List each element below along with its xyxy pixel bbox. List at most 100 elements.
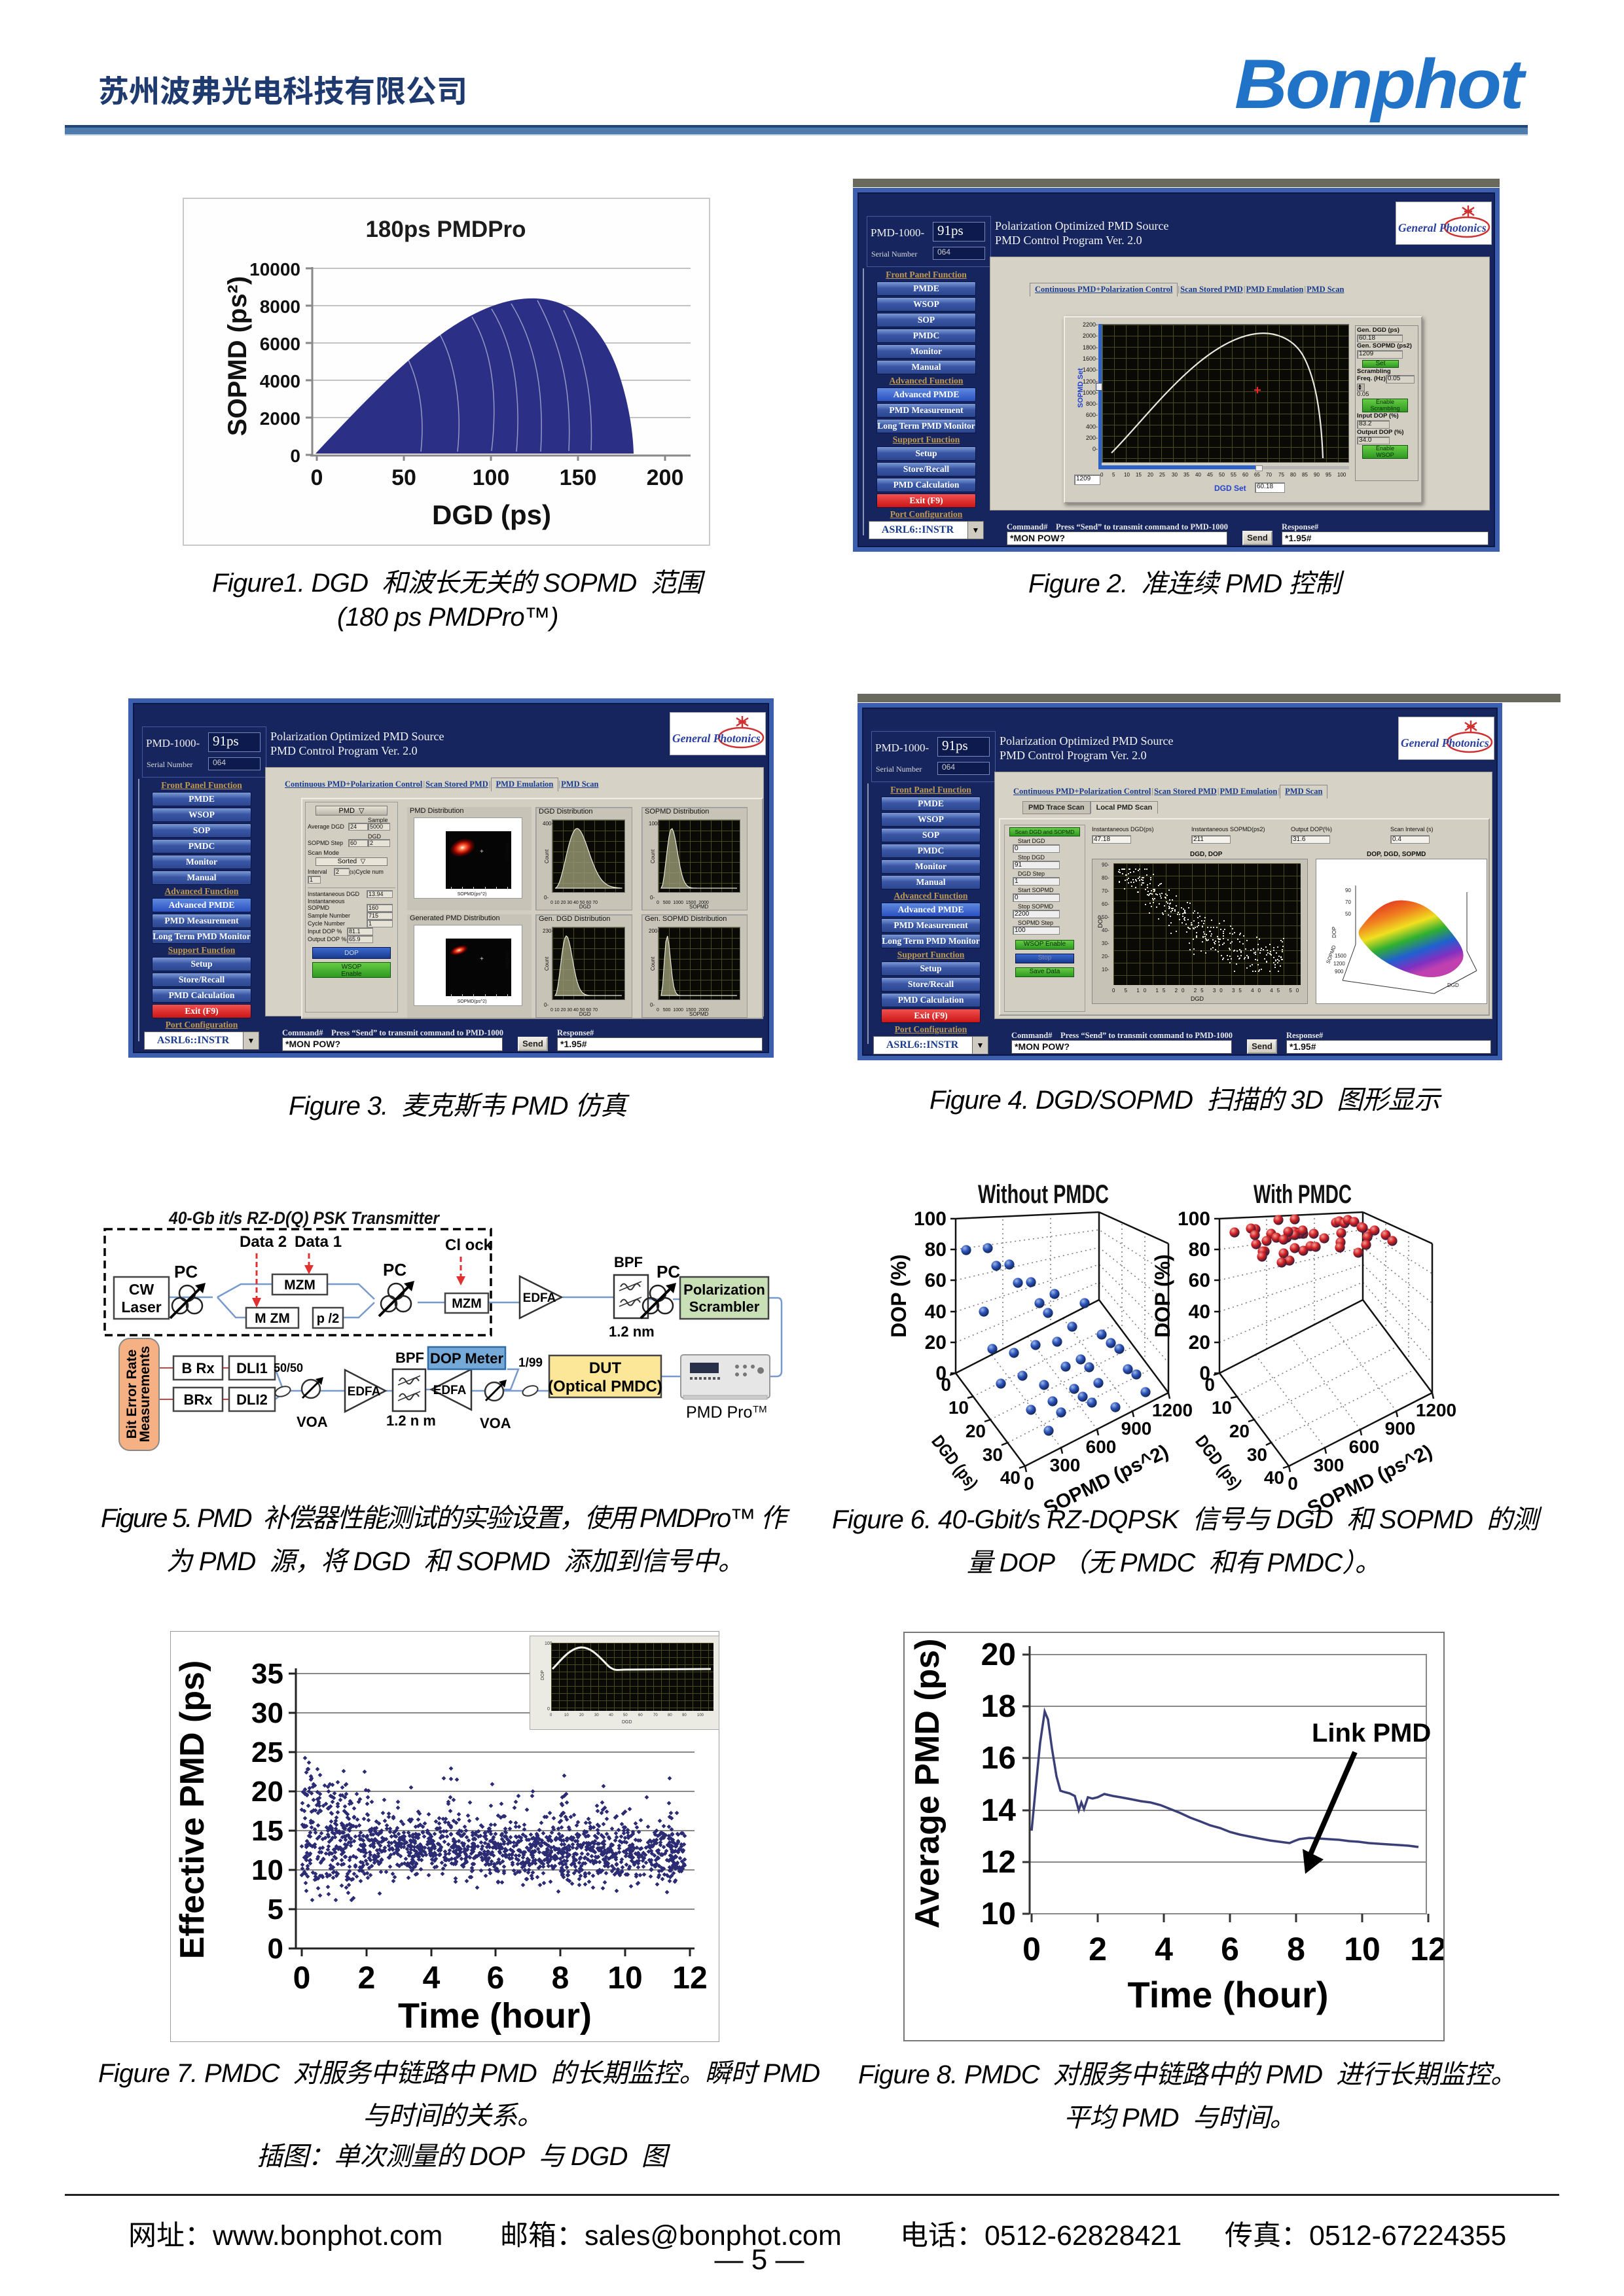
svg-text:BRx: BRx bbox=[183, 1391, 213, 1408]
svg-text:10: 10 bbox=[251, 1854, 283, 1886]
svg-text:20: 20 bbox=[981, 1638, 1016, 1672]
svg-text:DUT: DUT bbox=[589, 1359, 622, 1377]
svg-text:100: 100 bbox=[914, 1208, 947, 1230]
svg-text:50: 50 bbox=[1345, 911, 1351, 917]
svg-text:12: 12 bbox=[981, 1845, 1016, 1880]
svg-text:8: 8 bbox=[552, 1961, 569, 1996]
svg-text:PC: PC bbox=[383, 1260, 406, 1280]
svg-text:30: 30 bbox=[1247, 1444, 1267, 1465]
svg-text:0: 0 bbox=[1022, 1931, 1041, 1967]
svg-text:Polarization: Polarization bbox=[683, 1282, 765, 1298]
svg-text:40-Gb it/s RZ-D(Q) PSK Transmi: 40-Gb it/s RZ-D(Q) PSK Transmitter bbox=[168, 1208, 440, 1228]
svg-text:PC: PC bbox=[174, 1262, 198, 1282]
svg-text:0: 0 bbox=[941, 1374, 951, 1395]
svg-text:20: 20 bbox=[965, 1421, 986, 1441]
svg-text:SOPMD (ps²): SOPMD (ps²) bbox=[223, 276, 252, 436]
svg-text:50: 50 bbox=[391, 465, 416, 490]
svg-text:Without PMDC: Without PMDC bbox=[978, 1180, 1109, 1209]
svg-text:Effective PMD (ps): Effective PMD (ps) bbox=[173, 1660, 211, 1960]
svg-text:60: 60 bbox=[925, 1270, 947, 1291]
svg-text:12: 12 bbox=[1410, 1931, 1443, 1967]
svg-text:12: 12 bbox=[672, 1961, 707, 1996]
svg-text:10: 10 bbox=[981, 1897, 1016, 1931]
svg-text:600: 600 bbox=[1349, 1437, 1380, 1457]
svg-text:4: 4 bbox=[423, 1961, 441, 1996]
svg-text:1500: 1500 bbox=[1335, 953, 1346, 959]
svg-text:Data 2: Data 2 bbox=[240, 1233, 287, 1251]
svg-text:BPF: BPF bbox=[614, 1254, 643, 1270]
svg-text:1.2 n m: 1.2 n m bbox=[386, 1412, 436, 1429]
svg-text:6: 6 bbox=[487, 1961, 505, 1996]
svg-text:Data 1: Data 1 bbox=[295, 1233, 342, 1251]
svg-text:p /2: p /2 bbox=[317, 1312, 339, 1326]
svg-text:6: 6 bbox=[1221, 1931, 1239, 1967]
svg-text:General Photonics: General Photonics bbox=[672, 732, 761, 745]
svg-text:M ZM: M ZM bbox=[255, 1311, 290, 1326]
svg-text:VOA: VOA bbox=[480, 1415, 511, 1431]
svg-text:20: 20 bbox=[1189, 1332, 1210, 1354]
svg-text:PMD Pro: PMD Pro bbox=[686, 1403, 752, 1422]
svg-text:2000: 2000 bbox=[260, 408, 300, 429]
svg-text:PC: PC bbox=[657, 1262, 680, 1282]
svg-text:0: 0 bbox=[1024, 1473, 1034, 1494]
svg-text:80: 80 bbox=[925, 1239, 947, 1261]
svg-text:0: 0 bbox=[268, 1933, 283, 1965]
svg-text:300: 300 bbox=[1314, 1455, 1344, 1475]
svg-text:Cl ock: Cl ock bbox=[445, 1236, 493, 1254]
svg-text:30: 30 bbox=[983, 1444, 1003, 1465]
svg-text:20: 20 bbox=[925, 1332, 947, 1354]
svg-text:40: 40 bbox=[1264, 1467, 1284, 1488]
svg-text:40: 40 bbox=[925, 1301, 947, 1323]
svg-text:DGD (ps): DGD (ps) bbox=[432, 499, 551, 530]
svg-text:1200: 1200 bbox=[1333, 961, 1345, 967]
svg-text:14: 14 bbox=[981, 1793, 1017, 1828]
svg-text:Link PMD: Link PMD bbox=[1312, 1719, 1431, 1748]
svg-text:60: 60 bbox=[1189, 1270, 1210, 1291]
svg-text:2: 2 bbox=[1089, 1931, 1107, 1967]
svg-text:300: 300 bbox=[1050, 1455, 1081, 1475]
svg-text:DGD: DGD bbox=[1447, 982, 1459, 988]
svg-text:40: 40 bbox=[1189, 1301, 1210, 1323]
svg-text:MZM: MZM bbox=[452, 1297, 482, 1311]
svg-text:1.2 nm: 1.2 nm bbox=[609, 1323, 655, 1340]
svg-text:20: 20 bbox=[251, 1776, 283, 1808]
svg-text:90: 90 bbox=[1345, 888, 1351, 893]
svg-text:10: 10 bbox=[1212, 1397, 1232, 1418]
svg-text:16: 16 bbox=[981, 1741, 1016, 1776]
svg-text:900: 900 bbox=[1335, 969, 1344, 975]
svg-text:0: 0 bbox=[1199, 1363, 1210, 1384]
svg-text:DLI1: DLI1 bbox=[236, 1360, 268, 1376]
svg-text:1200: 1200 bbox=[1416, 1400, 1456, 1420]
svg-text:900: 900 bbox=[1385, 1418, 1416, 1439]
svg-text:70: 70 bbox=[1345, 899, 1351, 905]
svg-text:600: 600 bbox=[1086, 1437, 1117, 1457]
svg-text:B Rx: B Rx bbox=[181, 1360, 215, 1376]
svg-text:4000: 4000 bbox=[260, 371, 300, 391]
svg-text:30: 30 bbox=[251, 1697, 283, 1729]
svg-text:DOP (%): DOP (%) bbox=[887, 1254, 911, 1337]
svg-text:2: 2 bbox=[358, 1961, 376, 1996]
svg-text:CW: CW bbox=[129, 1281, 154, 1298]
svg-text:8000: 8000 bbox=[260, 296, 300, 317]
svg-text:4: 4 bbox=[1155, 1931, 1173, 1967]
svg-text:150: 150 bbox=[560, 465, 597, 490]
svg-text:25: 25 bbox=[251, 1736, 283, 1768]
svg-text:15: 15 bbox=[251, 1815, 283, 1847]
svg-text:10000: 10000 bbox=[249, 259, 300, 279]
svg-text:5: 5 bbox=[268, 1893, 283, 1926]
svg-text:Time (hour): Time (hour) bbox=[1128, 1974, 1329, 2015]
svg-text:100: 100 bbox=[1178, 1208, 1210, 1230]
svg-text:DOP: DOP bbox=[1331, 927, 1337, 938]
svg-text:50/50: 50/50 bbox=[274, 1361, 303, 1374]
svg-text:40: 40 bbox=[1000, 1467, 1020, 1488]
svg-text:General Photonics: General Photonics bbox=[1398, 221, 1487, 234]
svg-text:100: 100 bbox=[473, 465, 510, 490]
svg-text:0: 0 bbox=[1288, 1473, 1298, 1494]
svg-text:1/99: 1/99 bbox=[518, 1356, 543, 1370]
svg-text:EDFA: EDFA bbox=[348, 1385, 381, 1399]
svg-text:0: 0 bbox=[311, 465, 323, 490]
svg-text:18: 18 bbox=[981, 1689, 1016, 1724]
svg-text:0: 0 bbox=[293, 1961, 311, 1996]
svg-text:10: 10 bbox=[948, 1397, 969, 1418]
svg-text:180ps PMDPro: 180ps PMDPro bbox=[365, 217, 526, 242]
